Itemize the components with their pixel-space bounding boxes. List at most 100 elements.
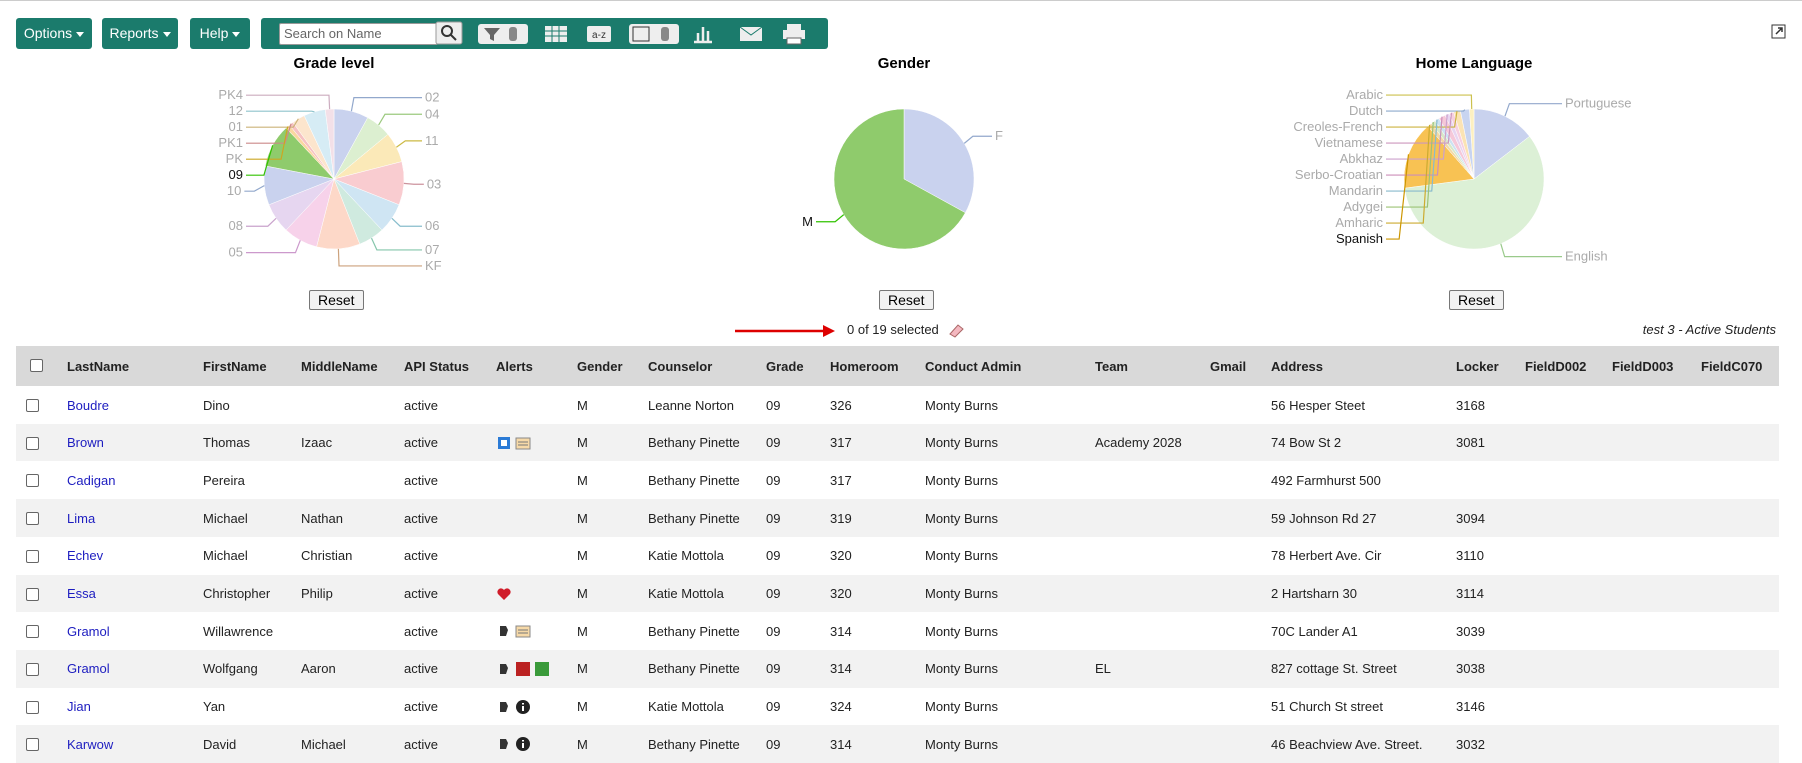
slice-label: 10	[227, 183, 241, 198]
options-menu[interactable]: Options	[16, 18, 92, 49]
alert-icon	[500, 626, 508, 637]
icon-part	[500, 626, 508, 637]
column-header: Homeroom	[830, 358, 899, 374]
row-checkbox[interactable]	[26, 549, 39, 563]
student-link[interactable]: Brown	[67, 435, 104, 451]
table-cell: 09	[766, 736, 781, 752]
leader-line	[1386, 109, 1466, 112]
table-cell: active	[404, 736, 438, 752]
student-link[interactable]: Cadigan	[67, 472, 116, 488]
reports-menu[interactable]: Reports	[102, 18, 178, 49]
leader-line	[337, 248, 422, 267]
slice-label: 09	[229, 167, 243, 182]
column-header: Conduct Admin	[925, 358, 1022, 374]
alert-icon	[497, 587, 511, 600]
icon-part	[515, 437, 531, 450]
table-cell: 70C Lander A1	[1271, 623, 1358, 639]
row-checkbox[interactable]	[26, 625, 39, 639]
row-checkbox[interactable]	[26, 738, 39, 752]
select-all-checkbox[interactable]	[30, 359, 43, 372]
student-link[interactable]: Boudre	[67, 397, 109, 413]
leader-line	[1386, 116, 1443, 176]
table-cell: active	[404, 623, 438, 639]
student-link[interactable]: Lima	[67, 510, 96, 526]
leader-line	[246, 217, 277, 227]
column-header: Locker	[1456, 358, 1499, 374]
table-cell: 324	[830, 699, 852, 715]
slice-label: Vietnamese	[1315, 135, 1383, 150]
table-row: Gramol Wolfgang Aaron active M Bethany Pinett…	[16, 649, 1779, 688]
table-cell: 3168	[1456, 397, 1485, 413]
column-header: Address	[1271, 358, 1324, 374]
table-cell: 46 Beachview Ave. Street.	[1271, 736, 1423, 752]
row-checkbox[interactable]	[26, 700, 39, 714]
row-checkbox[interactable]	[26, 399, 39, 412]
slice-label: Creoles-French	[1293, 119, 1383, 134]
table-cell: 3110	[1456, 548, 1484, 564]
table-cell: 09	[766, 623, 781, 639]
row-checkbox[interactable]	[26, 436, 39, 450]
table-cell: Christopher	[203, 586, 271, 601]
alert-icon	[535, 661, 549, 676]
student-link[interactable]: Jian	[67, 699, 91, 715]
table-cell: 09	[766, 661, 781, 677]
table-cell: active	[404, 661, 438, 677]
reset-button[interactable]: Reset	[309, 290, 364, 310]
column-header: Grade	[766, 358, 804, 374]
table-cell: M	[577, 661, 588, 677]
column-header: FieldC070	[1701, 358, 1763, 374]
column-header: MiddleName	[301, 358, 378, 374]
column-header: Gender	[577, 358, 623, 374]
student-link[interactable]: Karwow	[67, 736, 114, 752]
clear-icon[interactable]	[946, 322, 966, 338]
table-cell: 2 Hartsharn 30	[1271, 586, 1357, 601]
leader-line	[370, 237, 422, 251]
slice-label: 08	[229, 218, 243, 233]
table-cell: 3094	[1456, 510, 1485, 526]
search-input[interactable]: Search on Name	[279, 23, 438, 45]
alert-icon	[498, 436, 510, 449]
expand-icon[interactable]	[1771, 24, 1787, 40]
chart-title: Home Language	[1416, 55, 1533, 72]
leader-line	[246, 110, 315, 113]
help-menu[interactable]: Help	[190, 18, 250, 49]
table-cell: Monty Burns	[925, 623, 998, 639]
column-header: Gmail	[1210, 358, 1247, 374]
icon-part	[500, 701, 508, 712]
slice-label: English	[1565, 249, 1608, 264]
alert-icon	[515, 625, 531, 638]
table-row: Karwow David Michael active M Bethany Pinette…	[16, 725, 1779, 763]
table-row: Brown Thomas Izaac active M Bethany Pinette 09…	[16, 423, 1779, 462]
student-link[interactable]: Gramol	[67, 661, 110, 677]
table-cell: Philip	[301, 586, 333, 601]
icon-part	[515, 625, 531, 638]
table-cell: Aaron	[301, 661, 336, 677]
slice-label: F	[995, 128, 1003, 143]
student-link[interactable]: Gramol	[67, 623, 110, 639]
table-row: Jian Yan active M Katie Mottola 09 324 Monty Bu…	[16, 687, 1779, 726]
icon-part	[535, 661, 549, 676]
leader-line	[963, 135, 992, 144]
table-cell: Leanne Norton	[648, 397, 735, 413]
leader-line	[1386, 111, 1458, 128]
student-link[interactable]: Essa	[67, 586, 96, 601]
student-link[interactable]: Echev	[67, 548, 104, 564]
table-cell: 320	[830, 586, 852, 601]
reset-button[interactable]: Reset	[879, 290, 934, 310]
row-checkbox[interactable]	[26, 474, 39, 488]
row-checkbox[interactable]	[26, 512, 39, 526]
slice-label: Abkhaz	[1340, 151, 1383, 166]
row-checkbox[interactable]	[26, 587, 39, 601]
leader-line	[244, 185, 265, 192]
alert-icon	[516, 699, 530, 714]
slice-label: 02	[425, 90, 439, 105]
leader-line	[350, 97, 422, 112]
selection-count: 0 of 19 selected	[847, 322, 939, 337]
leader-line	[403, 182, 424, 185]
table-cell: Monty Burns	[925, 435, 998, 451]
reset-button[interactable]: Reset	[1449, 290, 1504, 310]
table-cell: 314	[830, 661, 852, 677]
table-cell: Bethany Pinette	[648, 736, 740, 752]
table-row: Lima Michael Nathan active M Bethany Pinette 0…	[16, 499, 1779, 538]
row-checkbox[interactable]	[26, 662, 39, 676]
